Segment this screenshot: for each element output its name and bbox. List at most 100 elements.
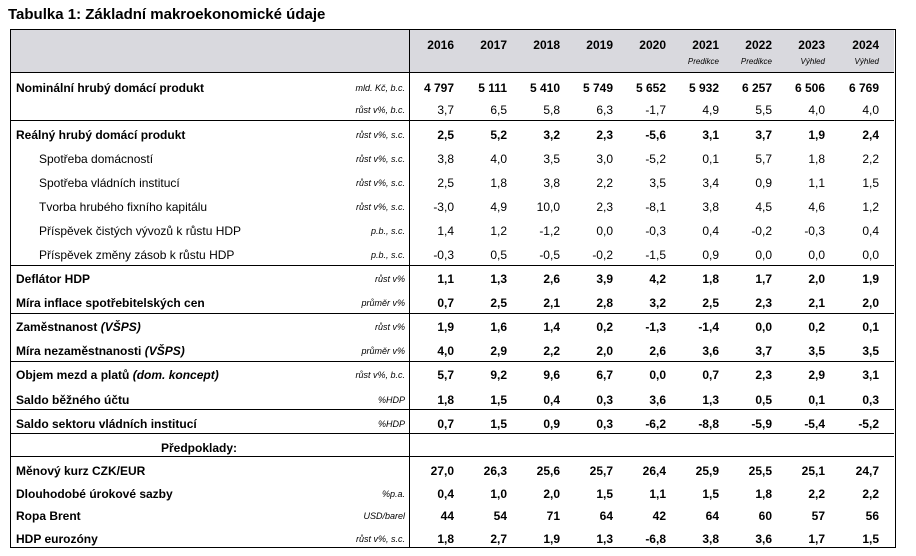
table-row: Saldo běžného účtu %HDP 1,8 1,5 0,4 0,3 3,6 1,3…: [11, 389, 894, 412]
table-cell: -0,2: [592, 248, 613, 262]
table-cell: 1,7: [808, 532, 825, 546]
table-cell: -5,6: [645, 128, 666, 142]
table-cell: 2,1: [808, 296, 825, 310]
table-cell: 0,7: [437, 417, 454, 431]
table-cell: 3,8: [702, 532, 719, 546]
table-cell: 2,0: [862, 296, 879, 310]
row-label: Míra nezaměstnanosti (VŠPS): [16, 344, 185, 358]
table-cell: -5,4: [804, 417, 825, 431]
table-cell: 0,4: [702, 224, 719, 238]
table-cell: 9,6: [543, 368, 560, 382]
table-cell: 0,0: [808, 248, 825, 262]
table-cell: 0,1: [862, 320, 879, 334]
assumptions-heading: Předpoklady:: [161, 441, 238, 455]
table-cell: 3,8: [543, 176, 560, 190]
table-cell: 1,8: [490, 176, 507, 190]
table-cell: -8,8: [698, 417, 719, 431]
table-cell: 0,5: [755, 393, 772, 407]
table-cell: 57: [811, 509, 825, 523]
table-cell: 2,2: [862, 487, 879, 501]
row-label-text: Nominální hrubý domácí produkt: [16, 81, 205, 95]
table-cell: 60: [758, 509, 772, 523]
row-unit: p.b., s.c.: [370, 250, 405, 260]
table-cell: -1,4: [698, 320, 719, 334]
table-cell: 1,4: [437, 224, 454, 238]
table-cell: 5 111: [478, 81, 507, 95]
table-cell: 2,7: [490, 532, 507, 546]
table-cell: 5,5: [755, 103, 772, 117]
table-cell: 6,7: [596, 368, 613, 382]
table-cell: 1,8: [808, 152, 825, 166]
row-label-text: Měnový kurz CZK/EUR: [16, 464, 146, 478]
table-cell: 6 257: [741, 81, 772, 95]
table-cell: 9,2: [490, 368, 507, 382]
table-row: Saldo sektoru vládních institucí %HDP 0,7 1…: [11, 413, 894, 436]
row-label: Saldo sektoru vládních institucí: [16, 417, 197, 431]
table-cell: 1,8: [437, 393, 454, 407]
table-cell: 2,3: [755, 368, 772, 382]
table-cell: 0,3: [596, 393, 613, 407]
year-header: 2020: [639, 38, 666, 52]
table-row: Míra inflace spotřebitelských cen průměr …: [11, 292, 894, 315]
table-cell: 2,3: [596, 128, 613, 142]
row-label-text: Míra inflace spotřebitelských cen: [16, 296, 205, 310]
row-label-text: Spotřeba domácností: [39, 152, 154, 166]
table-row: Míra nezaměstnanosti (VŠPS) průměr v% 4,0 2…: [11, 340, 894, 363]
row-label: Příspěvek čistých vývozů k růstu HDP: [39, 224, 241, 238]
table-cell: 10,0: [536, 200, 560, 214]
section-divider: [11, 456, 894, 457]
table-cell: 5 749: [582, 81, 613, 95]
table-cell: 4,0: [437, 344, 454, 358]
row-label: Spotřeba vládních institucí: [39, 176, 180, 190]
table-cell: 0,9: [755, 176, 772, 190]
table-cell: 25,6: [536, 464, 560, 478]
table-row: Spotřeba vládních institucí růst v%, s.c.…: [11, 172, 894, 195]
table-cell: 1,3: [490, 272, 507, 286]
year-note: Predikce: [740, 57, 772, 66]
table-row: Reálný hrubý domácí produkt růst v%, s.c.…: [11, 124, 894, 147]
year-note: Predikce: [687, 57, 719, 66]
table-cell: 2,6: [649, 344, 666, 358]
row-label: Ropa Brent: [16, 509, 81, 523]
table-cell: 6 769: [848, 81, 879, 95]
row-label: Reálný hrubý domácí produkt: [16, 128, 185, 142]
row-label-text: Tvorba hrubého fixního kapitálu: [39, 200, 208, 214]
table-cell: 1,5: [490, 393, 507, 407]
table-cell: 25,5: [748, 464, 772, 478]
row-unit: růst v%: [374, 274, 405, 284]
table-cell: 0,2: [808, 320, 825, 334]
table-cell: 3,2: [543, 128, 560, 142]
table-cell: 1,5: [862, 532, 879, 546]
table-title: Tabulka 1: Základní makroekonomické údaj…: [8, 6, 326, 23]
column-divider: [409, 30, 410, 547]
row-unit: růst v%, s.c.: [355, 154, 405, 164]
table-cell: 26,3: [483, 464, 507, 478]
table-cell: 3,7: [437, 103, 454, 117]
row-label-text: Dlouhodobé úrokové sazby: [16, 487, 173, 501]
table-cell: 1,5: [596, 487, 613, 501]
table-cell: 54: [493, 509, 507, 523]
section-divider: [11, 433, 894, 434]
year-note: Výhled: [854, 57, 879, 66]
row-label: Míra inflace spotřebitelských cen: [16, 296, 205, 310]
table-cell: -1,2: [539, 224, 560, 238]
table-cell: 4,6: [808, 200, 825, 214]
row-label: Zaměstnanost (VŠPS): [16, 320, 141, 334]
row-label: Nominální hrubý domácí produkt: [16, 81, 204, 95]
table-cell: 0,0: [755, 320, 772, 334]
table-cell: 3,2: [649, 296, 666, 310]
table-cell: 0,0: [596, 224, 613, 238]
year-header: 2016: [427, 38, 454, 52]
table-cell: 3,5: [862, 344, 879, 358]
table-cell: 64: [599, 509, 613, 523]
table-cell: 2,0: [596, 344, 613, 358]
table-cell: 6,3: [596, 103, 613, 117]
table-cell: 2,0: [543, 487, 560, 501]
section-divider: [11, 409, 894, 410]
row-label-text: Saldo běžného účtu: [16, 393, 130, 407]
table-cell: -0,2: [751, 224, 772, 238]
row-label-text: Objem mezd a platů: [16, 368, 130, 382]
row-unit: %p.a.: [381, 489, 405, 499]
row-label: Tvorba hrubého fixního kapitálu: [39, 200, 207, 214]
table-cell: 24,7: [855, 464, 879, 478]
